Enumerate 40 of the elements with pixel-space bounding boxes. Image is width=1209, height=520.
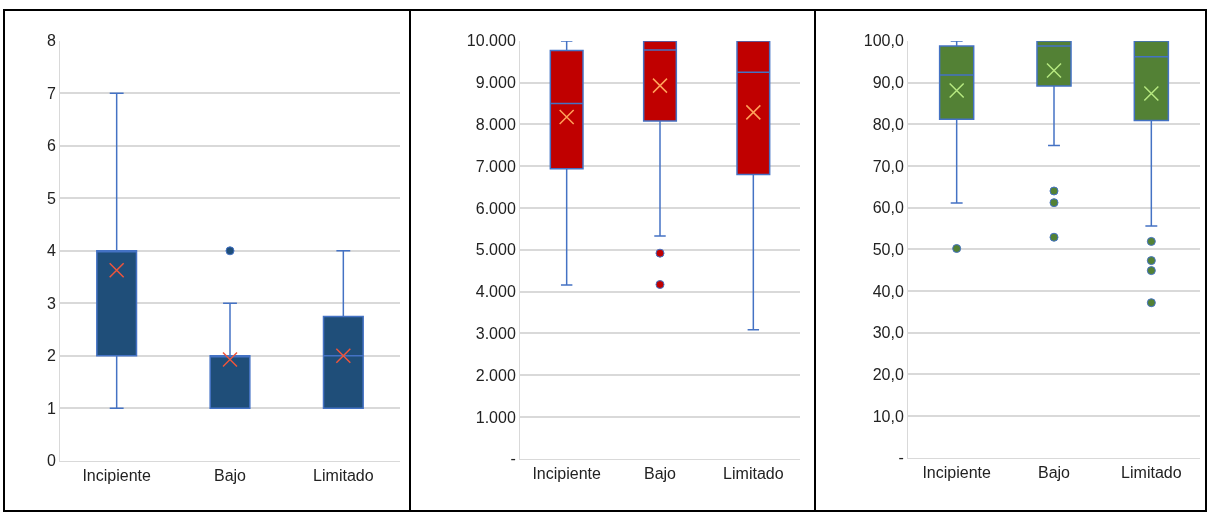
x-tick-label: Bajo — [1037, 464, 1071, 481]
y-tick-label: 40,0 — [872, 282, 904, 300]
y-tick-label: 10,0 — [872, 407, 904, 425]
x-tick-label: Bajo — [643, 464, 677, 482]
y-tick-label: 10.000 — [466, 32, 516, 50]
y-tick-label: 6.000 — [475, 199, 516, 217]
y-tick-label: 6 — [46, 137, 56, 155]
x-tick-label: Incipiente — [532, 464, 602, 482]
x-tick-label: Limitado — [313, 466, 374, 484]
y-tick-label: 100,0 — [863, 32, 904, 50]
y-tick-label: 20,0 — [872, 366, 904, 384]
y-tick-label: 8.000 — [475, 116, 516, 134]
y-tick-label: 9.000 — [475, 74, 516, 92]
y-tick-label: 0 — [46, 452, 56, 470]
y-tick-label: 60,0 — [872, 199, 904, 217]
y-tick-label: 2 — [46, 347, 56, 365]
x-tick-label: Limitado — [723, 464, 784, 482]
y-tick-label: 1.000 — [475, 408, 516, 426]
y-tick-label: 8 — [46, 32, 56, 50]
y-tick-label: - — [898, 449, 904, 467]
x-tick-label: Incipiente — [922, 464, 992, 481]
y-tick-label: 5 — [46, 189, 56, 207]
y-tick-label: 4.000 — [475, 283, 516, 301]
x-tick-label: Bajo — [213, 466, 247, 484]
y-tick-label: 4 — [46, 242, 56, 260]
y-tick-label: 3 — [46, 294, 56, 312]
y-tick-label: 90,0 — [872, 74, 904, 92]
y-tick-label: 50,0 — [872, 240, 904, 258]
y-tick-label: 1 — [46, 399, 56, 417]
y-tick-label: 30,0 — [872, 324, 904, 342]
x-tick-label: Limitado — [1121, 464, 1182, 481]
y-tick-label: 3.000 — [475, 325, 516, 342]
y-tick-label: 7.000 — [475, 157, 516, 175]
y-tick-label: 80,0 — [872, 115, 904, 133]
y-tick-label: - — [510, 450, 516, 468]
y-tick-label: 70,0 — [872, 157, 904, 175]
y-tick-label: 7 — [46, 84, 56, 102]
y-tick-label: 2.000 — [475, 366, 516, 384]
x-tick-label: Incipiente — [82, 466, 152, 484]
y-tick-label: 5.000 — [475, 241, 516, 259]
